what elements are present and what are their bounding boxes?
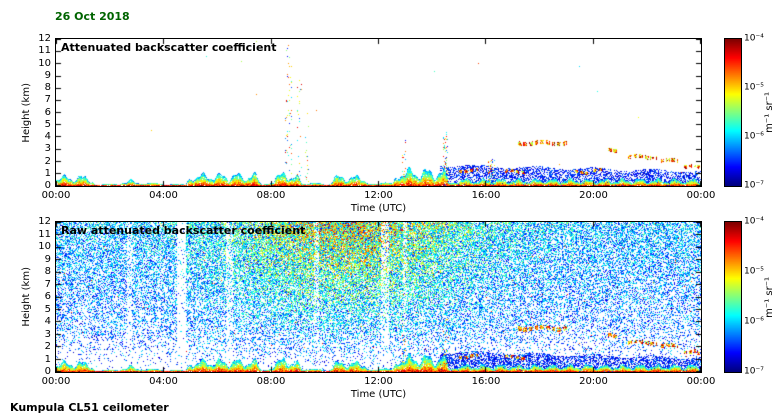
y-tick-label: 2 <box>44 341 51 352</box>
instrument-label: Kumpula CL51 ceilometer <box>10 401 169 414</box>
y-tick-label: 5 <box>44 118 51 130</box>
bottom-y-axis-label: Height (km) <box>21 222 32 372</box>
x-tick-label: 16:00 <box>471 376 501 387</box>
y-tick-label: 2 <box>44 155 51 167</box>
top-colorbar-gradient-canvas <box>725 39 741 186</box>
x-tick-label: 00:00 <box>686 190 716 201</box>
y-tick-label: 10 <box>38 57 51 69</box>
x-tick-label: 04:00 <box>149 376 178 387</box>
y-tick-label: 12 <box>38 216 51 227</box>
raw-attenuated-backscatter-title: Raw attenuated backscatter coefficient <box>61 224 306 237</box>
y-tick-label: 0 <box>44 366 51 377</box>
y-tick-label: 3 <box>44 143 51 155</box>
bottom-colorbar-unit-label: m⁻¹ sr⁻¹ <box>764 222 775 372</box>
y-tick-label: 6 <box>44 106 51 118</box>
bottom-y-axis-label-text: Height (km) <box>21 267 32 327</box>
attenuated-backscatter-title: Attenuated backscatter coefficient <box>61 41 277 54</box>
bottom-x-axis-label: Time (UTC) <box>350 389 407 400</box>
x-tick-label: 04:00 <box>149 190 178 201</box>
colorbar-tick-label: 10⁻⁵ <box>744 266 764 277</box>
y-tick-label: 4 <box>44 131 51 142</box>
y-tick-label: 6 <box>44 291 51 302</box>
raw-attenuated-backscatter-panel: Raw attenuated backscatter coefficient H… <box>21 217 715 401</box>
colorbar-tick-label: 10⁻⁴ <box>744 216 764 227</box>
x-tick-label: 20:00 <box>579 376 608 387</box>
colorbar-tick-label: 10⁻⁷ <box>744 366 764 377</box>
y-tick-label: 7 <box>44 94 51 106</box>
top-y-axis-label: Height (km) <box>21 39 32 186</box>
x-tick-label: 00:00 <box>41 190 71 201</box>
raw-attenuated-backscatter-heatmap-canvas <box>56 222 701 372</box>
attenuated-backscatter-panel: Attenuated backscatter coefficient Heigh… <box>21 34 715 215</box>
top-x-axis-label: Time (UTC) <box>350 203 407 214</box>
top-colorbar-unit-text: m⁻¹ sr⁻¹ <box>764 92 775 133</box>
y-tick-label: 9 <box>44 69 51 81</box>
colorbar-tick-label: 10⁻⁴ <box>744 33 764 44</box>
y-tick-label: 12 <box>38 33 51 44</box>
y-tick-label: 10 <box>38 241 51 252</box>
x-tick-label: 08:00 <box>256 190 286 201</box>
x-tick-label: 00:00 <box>41 376 71 387</box>
y-tick-label: 3 <box>44 328 51 340</box>
x-tick-label: 16:00 <box>471 190 501 201</box>
x-tick-label: 08:00 <box>256 376 286 387</box>
colorbar-tick-label: 10⁻⁶ <box>744 131 764 142</box>
x-tick-label: 20:00 <box>579 190 608 201</box>
attenuated-backscatter-heatmap-canvas <box>56 39 701 186</box>
y-tick-label: 9 <box>44 253 51 265</box>
x-tick-label: 12:00 <box>364 376 393 387</box>
x-tick-label: 12:00 <box>364 190 393 201</box>
colorbar-tick-label: 10⁻⁵ <box>744 82 764 93</box>
y-tick-label: 8 <box>44 266 51 277</box>
x-tick-label: 00:00 <box>686 376 716 387</box>
y-tick-label: 1 <box>44 353 51 365</box>
y-tick-label: 4 <box>44 316 51 327</box>
bottom-colorbar: m⁻¹ sr⁻¹ 10⁻⁴ 10⁻⁵ 10⁻⁶ 10⁻⁷ <box>724 217 775 376</box>
top-colorbar-unit-label: m⁻¹ sr⁻¹ <box>764 39 775 186</box>
y-tick-label: 11 <box>38 228 51 240</box>
y-tick-label: 8 <box>44 82 51 93</box>
y-tick-label: 7 <box>44 278 51 290</box>
y-tick-label: 11 <box>38 45 51 57</box>
y-tick-label: 5 <box>44 303 51 315</box>
colorbar-tick-label: 10⁻⁶ <box>744 316 764 327</box>
top-colorbar: m⁻¹ sr⁻¹ 10⁻⁴ 10⁻⁵ 10⁻⁶ 10⁻⁷ <box>724 34 775 190</box>
y-tick-label: 1 <box>44 167 51 179</box>
bottom-colorbar-gradient-canvas <box>725 222 741 372</box>
top-y-axis-label-text: Height (km) <box>21 82 32 143</box>
bottom-colorbar-unit-text: m⁻¹ sr⁻¹ <box>764 276 775 318</box>
date-label: 26 Oct 2018 <box>55 10 130 23</box>
colorbar-tick-label: 10⁻⁷ <box>744 180 764 191</box>
y-tick-label: 0 <box>44 180 51 191</box>
